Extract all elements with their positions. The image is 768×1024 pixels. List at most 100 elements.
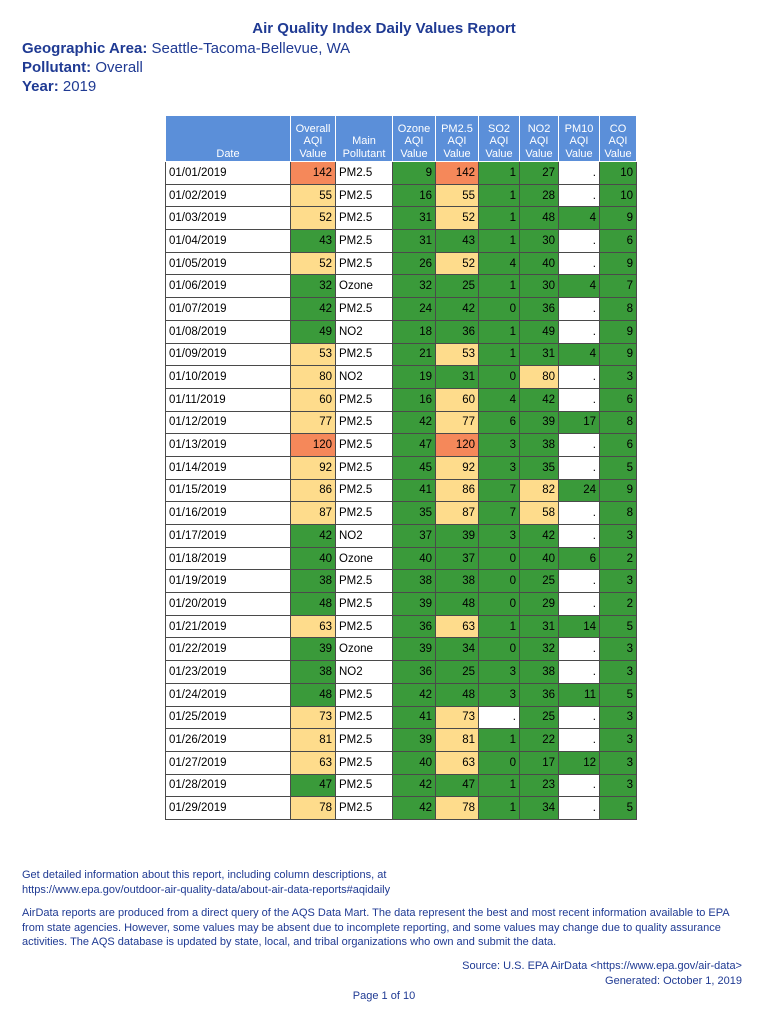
info-link[interactable]: https://www.epa.gov/outdoor-air-quality-… [22,883,391,896]
overall-aqi-cell: 43 [290,229,336,253]
pm10-aqi-cell: . [558,183,600,208]
no2-aqi-cell: 32 [519,637,559,662]
date-cell: 01/26/2019 [165,728,291,752]
so2-aqi-cell: 1 [478,773,520,798]
table-row: 01/15/2019 86 PM2.5 41 86 7 82 24 9 [165,478,637,503]
ozone-aqi-cell: 42 [392,410,436,435]
no2-aqi-cell: 80 [519,365,559,389]
pm25-aqi-cell: 81 [435,728,479,752]
ozone-aqi-cell: 45 [392,455,436,480]
table-row: 01/13/2019 120 PM2.5 47 120 3 38. 6 [165,433,637,457]
so2-aqi-cell: 3 [478,455,520,480]
table-row: 01/05/2019 52 PM2.5 26 52 4 40. 9 [165,251,637,276]
main-pollutant-cell: NO2 [335,660,393,684]
year-label: Year: [22,78,59,95]
main-pollutant-cell: Ozone [335,274,393,299]
so2-aqi-cell: 1 [478,206,520,231]
pm25-aqi-cell: 47 [435,773,479,798]
pm25-aqi-cell: 60 [435,387,479,412]
co-aqi-cell: 10 [599,183,637,208]
co-aqi-cell: 9 [599,251,637,276]
so2-aqi-cell: 6 [478,410,520,435]
no2-aqi-cell: 22 [519,728,559,752]
pm25-aqi-cell: 86 [435,478,479,503]
overall-aqi-cell: 42 [290,297,336,321]
date-cell: 01/21/2019 [165,614,291,639]
table-row: 01/11/2019 60 PM2.5 16 60 4 42. 6 [165,387,637,412]
so2-aqi-cell: 4 [478,387,520,412]
pm25-aqi-cell: 77 [435,410,479,435]
date-cell: 01/13/2019 [165,433,291,457]
ozone-aqi-cell: 39 [392,592,436,616]
ozone-aqi-cell: 42 [392,773,436,798]
main-pollutant-cell: PM2.5 [335,796,393,820]
so2-aqi-cell: 0 [478,592,520,616]
pm25-aqi-cell: 92 [435,455,479,480]
date-cell: 01/19/2019 [165,569,291,594]
so2-aqi-cell: 0 [478,637,520,662]
overall-aqi-cell: 47 [290,773,336,798]
date-cell: 01/02/2019 [165,183,291,208]
so2-aqi-cell: 7 [478,501,520,525]
table-row: 01/06/2019 32 Ozone 32 25 1 30 4 7 [165,274,637,299]
ozone-aqi-cell: 42 [392,796,436,820]
info-note: Get detailed information about this repo… [22,868,752,897]
geographic-area: Geographic Area: Seattle-Tacoma-Bellevue… [22,40,350,57]
overall-aqi-cell: 142 [290,161,336,185]
overall-aqi-cell: 40 [290,546,336,571]
main-pollutant-cell: PM2.5 [335,455,393,480]
main-pollutant-cell: PM2.5 [335,161,393,185]
ozone-aqi-cell: 41 [392,478,436,503]
co-aqi-cell: 7 [599,274,637,299]
co-aqi-cell: 5 [599,455,637,480]
date-cell: 01/29/2019 [165,796,291,820]
so2-aqi-cell: 1 [478,229,520,253]
co-aqi-cell: 3 [599,728,637,752]
date-cell: 01/16/2019 [165,501,291,525]
overall-aqi-cell: 38 [290,660,336,684]
pm10-aqi-cell: . [558,319,600,344]
overall-aqi-cell: 92 [290,455,336,480]
pm25-aqi-cell: 63 [435,614,479,639]
table-row: 01/17/2019 42 NO2 37 39 3 42. 3 [165,524,637,548]
pm10-aqi-cell: . [558,161,600,185]
main-pollutant-cell: PM2.5 [335,206,393,231]
co-aqi-cell: 2 [599,546,637,571]
ozone-aqi-cell: 35 [392,501,436,525]
pm10-aqi-cell: . [558,592,600,616]
pm25-aqi-cell: 48 [435,592,479,616]
no2-aqi-cell: 36 [519,297,559,321]
co-aqi-cell: 9 [599,478,637,503]
pm10-aqi-cell: 14 [558,614,600,639]
co-aqi-cell: 3 [599,660,637,684]
so2-aqi-cell: 1 [478,342,520,367]
date-cell: 01/09/2019 [165,342,291,367]
no2-aqi-cell: 38 [519,433,559,457]
so2-aqi-cell: 1 [478,728,520,752]
overall-aqi-cell: 60 [290,387,336,412]
date-cell: 01/08/2019 [165,319,291,344]
co-aqi-cell: 8 [599,501,637,525]
date-cell: 01/04/2019 [165,229,291,253]
so2-aqi-cell: 3 [478,682,520,707]
ozone-aqi-cell: 39 [392,637,436,662]
table-row: 01/04/2019 43 PM2.5 31 43 1 30. 6 [165,229,637,253]
date-cell: 01/15/2019 [165,478,291,503]
no2-aqi-cell: 82 [519,478,559,503]
date-cell: 01/25/2019 [165,705,291,730]
pm25-aqi-cell: 31 [435,365,479,389]
no2-aqi-cell: 31 [519,342,559,367]
pm10-aqi-cell: 24 [558,478,600,503]
co-aqi-cell: 3 [599,365,637,389]
co-aqi-cell: 6 [599,387,637,412]
pollutant-label: Pollutant: [22,59,92,76]
pm25-aqi-cell: 39 [435,524,479,548]
no2-aqi-cell: 36 [519,682,559,707]
table-row: 01/01/2019 142 PM2.5 9 142 1 27. 10 [165,161,637,185]
pm25-aqi-cell: 142 [435,161,479,185]
overall-aqi-cell: 39 [290,637,336,662]
ozone-aqi-cell: 40 [392,750,436,775]
co-aqi-cell: 9 [599,319,637,344]
date-cell: 01/12/2019 [165,410,291,435]
main-pollutant-cell: PM2.5 [335,433,393,457]
